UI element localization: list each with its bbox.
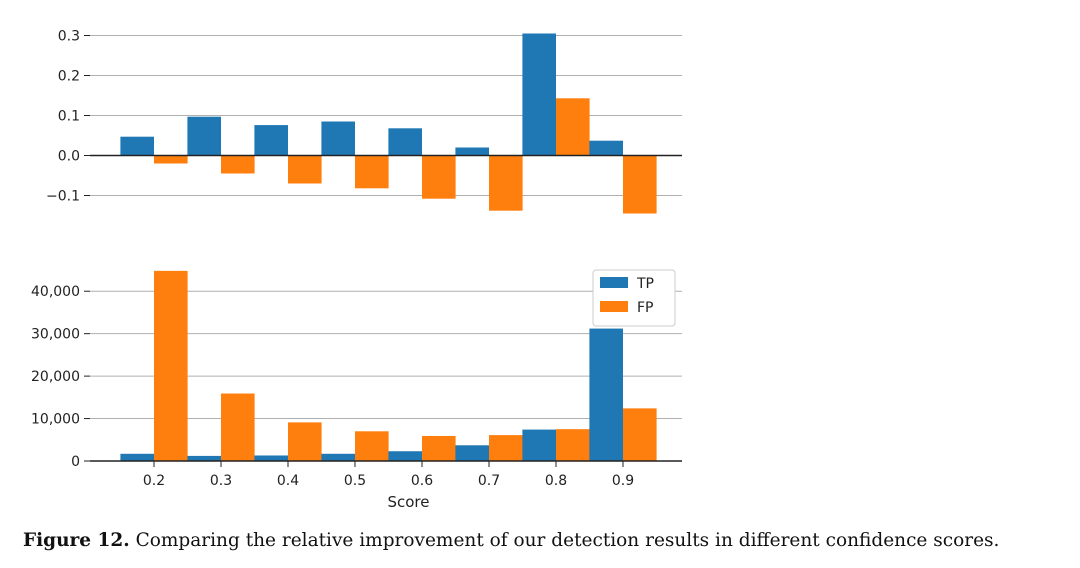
legend-label-fp: FP: [637, 300, 654, 316]
legend-swatch-tp: [600, 277, 628, 288]
figure-caption-label: Figure 12.: [23, 530, 130, 551]
bar-tp-0-3: [187, 116, 221, 156]
bar-fp-0-6: [422, 155, 456, 199]
y-tick-label: 10,000: [31, 412, 80, 428]
bar-tp-0-2: [120, 136, 154, 156]
bar-tp-0-2: [120, 453, 154, 461]
bar-fp-0-6: [422, 435, 456, 461]
x-tick-label: 0.5: [344, 473, 366, 489]
y-tick-label: 40,000: [31, 284, 80, 300]
x-tick-label: 0.2: [143, 473, 165, 489]
x-tick-label: 0.7: [478, 473, 500, 489]
y-tick-label: 0.3: [58, 29, 80, 45]
bar-fp-0-8: [556, 98, 590, 156]
bar-tp-0-4: [254, 125, 288, 156]
bar-fp-0-9: [623, 408, 657, 461]
bar-tp-0-3: [187, 455, 221, 461]
bar-fp-0-3: [221, 155, 255, 174]
x-tick-label: 0.8: [545, 473, 567, 489]
top-chart-improvement: −0.1 0.0 0.1 0.2 0.3: [46, 29, 682, 214]
y-tick-label: 30,000: [31, 327, 80, 343]
bar-fp-0-5: [355, 155, 389, 189]
legend-label-tp: TP: [636, 276, 654, 292]
y-tick-label: 0.2: [58, 69, 80, 85]
bar-tp-0-6: [388, 451, 422, 461]
x-tick-label: 0.9: [612, 473, 634, 489]
bar-fp-0-7: [489, 435, 523, 461]
bar-fp-0-5: [355, 431, 389, 461]
bar-fp-0-8: [556, 429, 590, 461]
bar-fp-0-7: [489, 155, 523, 211]
x-tick-label: 0.6: [411, 473, 433, 489]
bar-fp-0-4: [288, 155, 322, 184]
bar-fp-0-9: [623, 155, 657, 214]
bar-fp-0-4: [288, 422, 322, 461]
y-tick-label: 0: [71, 454, 80, 470]
bar-tp-0-8: [522, 33, 556, 156]
figure-caption-text: Comparing the relative improvement of ou…: [129, 530, 1000, 551]
bar-tp-0-9: [589, 328, 623, 461]
bar-tp-0-7: [455, 445, 489, 461]
y-tick-label: 0.0: [58, 149, 80, 165]
bar-fp-0-3: [221, 393, 255, 461]
bar-fp-0-2: [154, 270, 188, 461]
y-tick-label: 0.1: [58, 109, 80, 125]
bar-tp-0-4: [254, 455, 288, 461]
figure-caption: Figure 12. Comparing the relative improv…: [23, 530, 1073, 551]
legend-swatch-fp: [600, 301, 628, 312]
x-axis-label: Score: [387, 493, 429, 511]
bar-tp-0-5: [321, 453, 355, 461]
y-tick-label: −0.1: [46, 189, 80, 205]
x-tick-label: 0.4: [277, 473, 299, 489]
y-tick-label: 20,000: [31, 369, 80, 385]
bar-fp-0-2: [154, 155, 188, 164]
bottom-chart-counts: 0 10,000 20,000 30,000 40,000 0.2 0.3 0.4 0.5 0.6…: [31, 269, 682, 511]
bar-tp-0-5: [321, 121, 355, 156]
bar-tp-0-9: [589, 140, 623, 156]
legend: TP FP: [592, 269, 676, 327]
bar-tp-0-6: [388, 128, 422, 156]
bar-tp-0-7: [455, 147, 489, 156]
x-tick-label: 0.3: [210, 473, 232, 489]
bar-tp-0-8: [522, 429, 556, 461]
